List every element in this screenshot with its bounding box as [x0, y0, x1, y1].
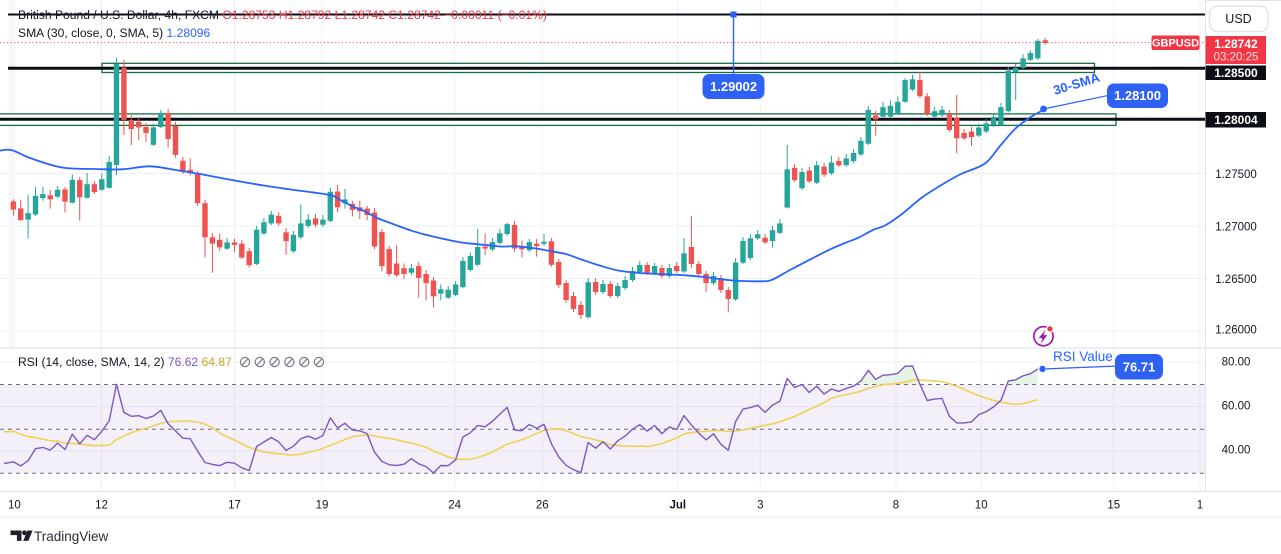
- svg-text:24: 24: [448, 500, 461, 512]
- svg-text:USD: USD: [1225, 12, 1251, 26]
- svg-text:8: 8: [893, 500, 899, 512]
- svg-text:10: 10: [8, 500, 21, 512]
- svg-text:RSI (14, close, SMA, 14, 2) 76: RSI (14, close, SMA, 14, 2) 76.62 64.87: [18, 355, 232, 369]
- svg-text:40.00: 40.00: [1222, 445, 1251, 457]
- svg-text:1.28004: 1.28004: [1214, 113, 1258, 127]
- svg-text:Jul: Jul: [669, 500, 686, 512]
- svg-text:RSI Value: RSI Value: [1053, 349, 1113, 364]
- svg-text:SMA (30, close, 0, SMA, 5) 1.2: SMA (30, close, 0, SMA, 5) 1.28096: [18, 26, 211, 40]
- svg-text:1: 1: [1197, 500, 1203, 512]
- svg-text:1.27000: 1.27000: [1215, 221, 1257, 233]
- svg-text:17: 17: [228, 500, 241, 512]
- svg-text:76.71: 76.71: [1123, 360, 1156, 375]
- svg-text:03:20:25: 03:20:25: [1214, 52, 1259, 64]
- svg-text:GBPUSD: GBPUSD: [1152, 37, 1199, 49]
- svg-text:1.28100: 1.28100: [1114, 88, 1161, 103]
- svg-text:3: 3: [757, 500, 763, 512]
- svg-text:British Pound / U.S. Dollar, 4: British Pound / U.S. Dollar, 4h, FXCM O1…: [18, 8, 547, 22]
- svg-text:19: 19: [316, 500, 329, 512]
- svg-text:1.28742: 1.28742: [1214, 37, 1258, 51]
- svg-text:15: 15: [1107, 500, 1120, 512]
- svg-text:10: 10: [975, 500, 988, 512]
- svg-text:TradingView: TradingView: [34, 529, 109, 544]
- svg-text:60.00: 60.00: [1222, 401, 1251, 413]
- svg-text:26: 26: [536, 500, 549, 512]
- svg-text:80.00: 80.00: [1222, 356, 1251, 368]
- svg-text:1.28500: 1.28500: [1214, 66, 1258, 80]
- svg-text:1.27500: 1.27500: [1215, 169, 1257, 181]
- svg-text:12: 12: [95, 500, 108, 512]
- svg-text:1.29002: 1.29002: [710, 79, 757, 94]
- svg-text:1.26500: 1.26500: [1215, 274, 1257, 286]
- svg-text:1.26000: 1.26000: [1215, 325, 1257, 337]
